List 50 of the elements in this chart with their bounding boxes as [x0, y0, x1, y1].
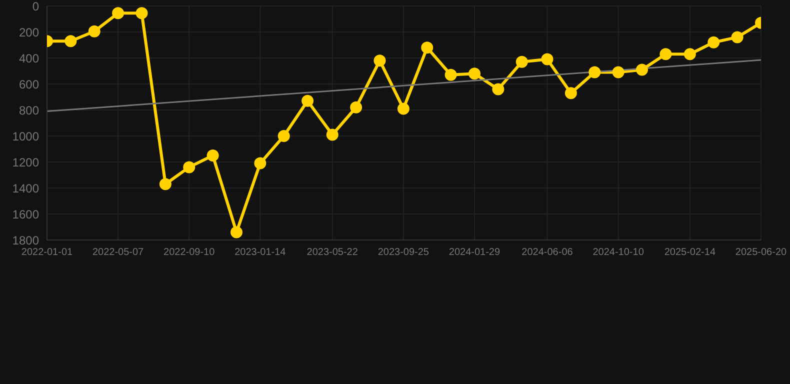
- point: [278, 130, 290, 142]
- x-tick-label: 2024-10-10: [592, 247, 644, 258]
- point: [88, 25, 100, 38]
- y-tick-label: 400: [18, 51, 40, 66]
- point: [612, 66, 624, 78]
- point: [136, 7, 148, 20]
- point: [421, 42, 434, 54]
- x-tick-label: 2025-06-20: [735, 247, 788, 258]
- y-tick-label: 1200: [12, 155, 40, 170]
- point: [468, 68, 480, 80]
- point: [397, 102, 410, 115]
- y-tick-label: 1000: [12, 129, 40, 144]
- point: [636, 64, 648, 76]
- point: [684, 48, 696, 60]
- point: [254, 157, 266, 170]
- point: [660, 48, 672, 60]
- point: [708, 36, 720, 48]
- point: [230, 226, 242, 238]
- point: [374, 54, 386, 67]
- point: [731, 31, 744, 44]
- point: [64, 35, 77, 48]
- point: [183, 161, 196, 174]
- point: [159, 178, 172, 190]
- point: [112, 7, 124, 20]
- point: [516, 56, 528, 68]
- x-tick-label: 2023-01-14: [234, 247, 286, 258]
- x-tick-label: 2023-05-22: [306, 247, 358, 258]
- point: [302, 94, 314, 107]
- x-tick-label: 2024-06-06: [522, 247, 574, 258]
- point: [492, 83, 504, 96]
- point: [206, 150, 219, 162]
- y-tick-label: 200: [18, 25, 40, 40]
- x-tick-label: 2022-05-07: [92, 247, 144, 258]
- point: [588, 66, 601, 78]
- point: [564, 87, 577, 100]
- point: [326, 128, 338, 141]
- y-tick-label: 0: [32, 0, 40, 14]
- y-tick-label: 1600: [12, 207, 40, 222]
- x-tick-label: 2022-09-10: [164, 247, 216, 258]
- y-tick-label: 800: [18, 103, 40, 118]
- y-tick-label: 600: [18, 77, 40, 92]
- point: [350, 101, 362, 114]
- x-tick-label: 2025-02-14: [664, 247, 716, 258]
- y-tick-label: 1400: [12, 181, 40, 196]
- x-tick-label: 2022-01-01: [21, 247, 74, 258]
- y-tick-label: 1800: [12, 233, 40, 248]
- point: [541, 53, 554, 66]
- point: [444, 68, 457, 81]
- x-tick-label: 2023-09-25: [378, 247, 430, 258]
- x-tick-label: 2024-01-29: [448, 247, 501, 258]
